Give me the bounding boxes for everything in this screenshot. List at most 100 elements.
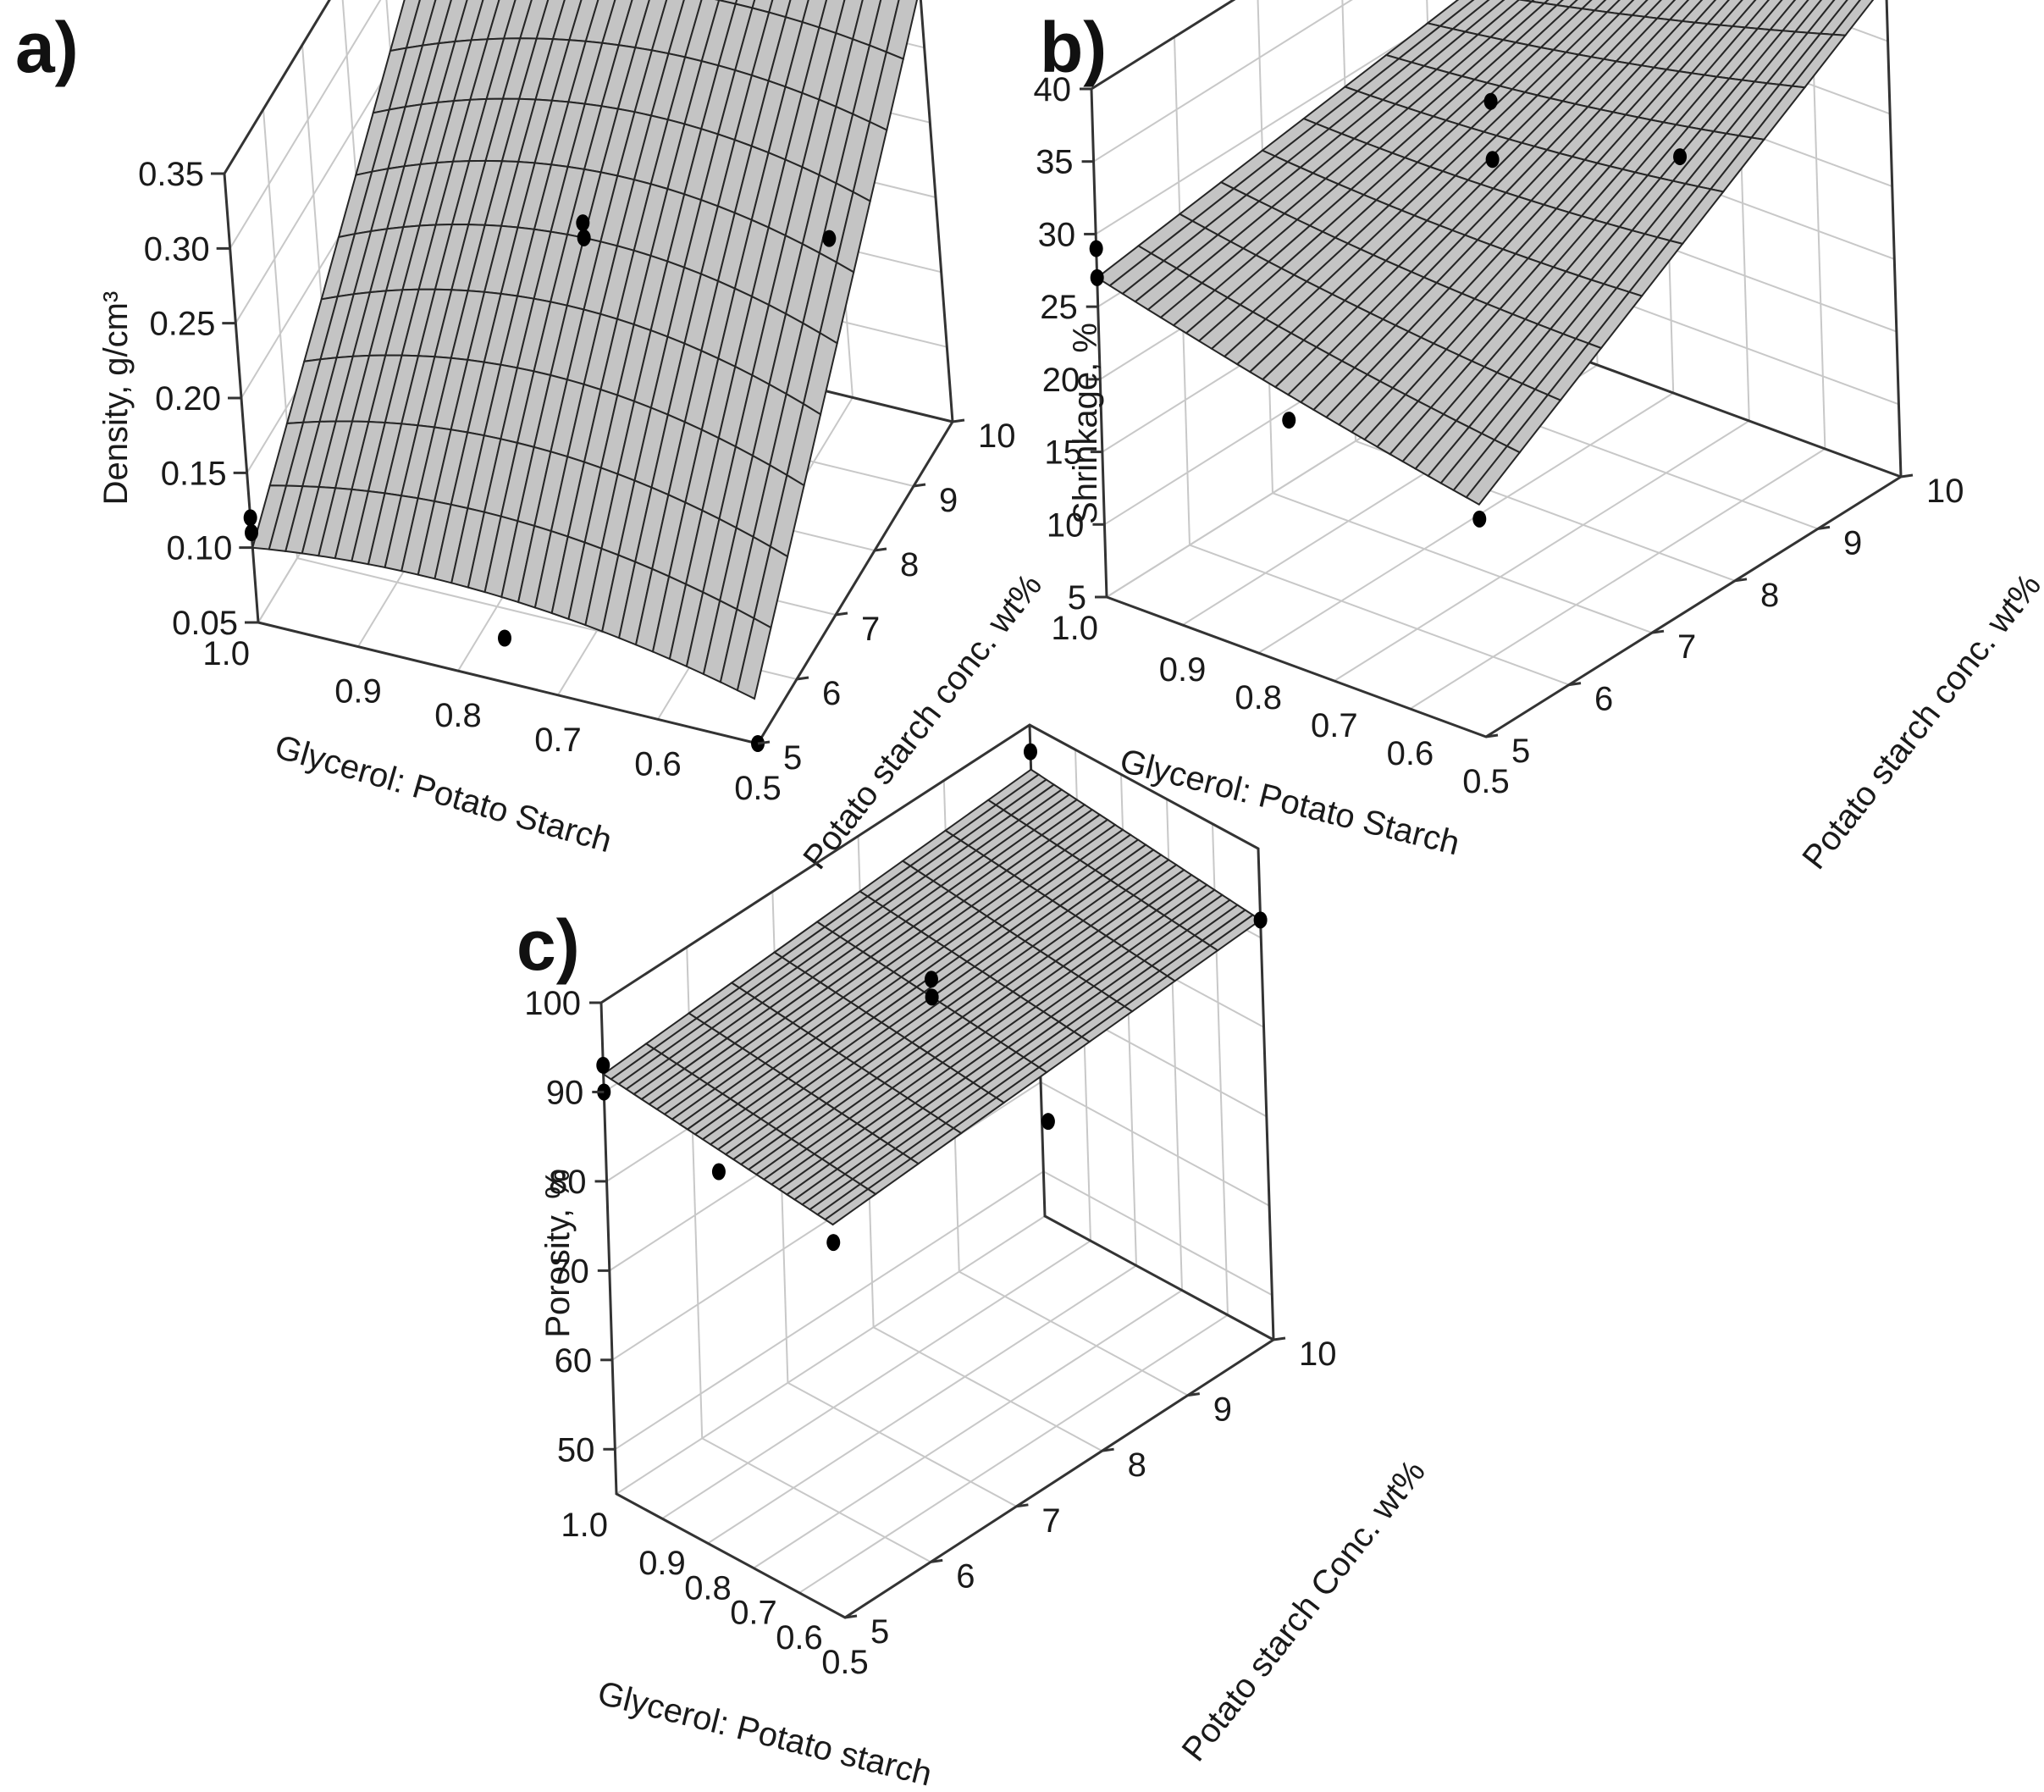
chart-panel-b: b) 5 10 15 20 25 30 35 40 1.0 0.9 0.8 0.7 0.6 0.5 5 6 7 8… bbox=[1016, 0, 2044, 877]
data-point bbox=[1090, 268, 1104, 286]
z-tick-label: 5 bbox=[1068, 579, 1086, 617]
data-point bbox=[1485, 151, 1500, 169]
y-tick-label: 7 bbox=[1041, 1502, 1060, 1540]
z-tick-label: 10 bbox=[1047, 506, 1085, 544]
y-axis-title: Potato starch Conc. wt% bbox=[1175, 1453, 1433, 1768]
data-point bbox=[1041, 1113, 1055, 1131]
x-tick-label: 1.0 bbox=[1051, 610, 1098, 647]
x-tick-label: 0.6 bbox=[1387, 735, 1434, 772]
chart-panel-c: c) 50 60 70 80 90 100 1.0 0.9 0.8 0.7 0.6 0.5 5 6 7 8 9 1… bbox=[508, 723, 1524, 1792]
x-tick-label: 0.8 bbox=[684, 1569, 732, 1607]
x-tick-label: 0.9 bbox=[638, 1545, 686, 1582]
data-point bbox=[925, 988, 939, 1006]
z-tick-label: 35 bbox=[1036, 144, 1074, 181]
y-tick-label: 10 bbox=[978, 418, 1016, 455]
y-tick-label: 9 bbox=[939, 482, 958, 519]
surface-plot-density: 0.05 0.10 0.15 0.20 0.25 0.30 0.35 1.0 0.9 0.8 0.7… bbox=[97, 0, 1049, 877]
z-tick-label: 20 bbox=[1042, 362, 1080, 399]
z-axis-title: Density, g/cm³ bbox=[97, 291, 135, 506]
y-tick-label: 9 bbox=[1213, 1391, 1232, 1429]
z-tick-label: 0.20 bbox=[155, 380, 221, 418]
tick-labels: 0.05 0.10 0.15 0.20 0.25 0.30 0.35 1.0 0.9 0.8 0.7… bbox=[138, 156, 1015, 807]
x-tick-label: 0.8 bbox=[434, 697, 482, 734]
z-tick-label: 100 bbox=[524, 985, 581, 1022]
data-point bbox=[1282, 412, 1296, 429]
z-tick-label: 0.35 bbox=[138, 156, 204, 193]
y-axis-title: Potato starch conc. wt% bbox=[1795, 567, 2044, 876]
x-tick-label: 0.5 bbox=[1462, 763, 1510, 800]
z-tick-label: 0.10 bbox=[166, 530, 232, 567]
z-tick-label: 0.15 bbox=[161, 455, 227, 492]
data-points bbox=[596, 743, 1268, 1252]
y-tick-label: 6 bbox=[822, 675, 841, 712]
y-tick-label: 5 bbox=[783, 739, 802, 777]
z-tick-label: 60 bbox=[555, 1342, 593, 1380]
y-tick-label: 10 bbox=[1299, 1336, 1337, 1373]
panel-label-a: a) bbox=[15, 8, 79, 87]
z-tick-label: 25 bbox=[1040, 289, 1078, 326]
x-tick-label: 0.9 bbox=[1159, 651, 1207, 689]
panel-label-b: b) bbox=[1040, 8, 1108, 87]
z-tick-label: 70 bbox=[551, 1253, 589, 1290]
surface-plot-porosity: 50607080901001.00.90.80.70.60.55678910Po… bbox=[524, 723, 1433, 1792]
x-tick-label: 0.7 bbox=[730, 1595, 777, 1632]
z-axis-title: Porosity, % bbox=[539, 1169, 577, 1337]
data-point bbox=[577, 229, 591, 246]
data-point bbox=[711, 1163, 726, 1181]
data-point bbox=[243, 509, 257, 527]
x-tick-label: 0.7 bbox=[1311, 707, 1358, 744]
data-point bbox=[822, 230, 837, 247]
response-surface bbox=[1095, 0, 1875, 506]
x-tick-label: 0.5 bbox=[821, 1644, 869, 1681]
z-tick-label: 15 bbox=[1044, 434, 1082, 472]
x-tick-label: 1.0 bbox=[202, 635, 250, 672]
z-axis-title: Shrinkage, % bbox=[1067, 323, 1104, 524]
x-axis-title: Glycerol: Potato starch bbox=[594, 1674, 936, 1792]
y-tick-label: 5 bbox=[1511, 733, 1530, 770]
x-tick-label: 1.0 bbox=[561, 1507, 608, 1544]
z-tick-label: 0.05 bbox=[172, 605, 238, 642]
data-point bbox=[1483, 92, 1498, 110]
y-tick-label: 5 bbox=[870, 1613, 889, 1651]
data-point bbox=[826, 1234, 841, 1252]
y-tick-label: 7 bbox=[861, 611, 880, 648]
z-tick-label: 0.30 bbox=[144, 230, 210, 268]
z-tick-label: 90 bbox=[546, 1074, 584, 1111]
data-point bbox=[498, 629, 511, 647]
y-tick-label: 10 bbox=[1926, 473, 1964, 510]
x-tick-label: 0.6 bbox=[634, 745, 682, 783]
data-point bbox=[245, 524, 258, 541]
data-point bbox=[924, 971, 938, 988]
data-points bbox=[1089, 92, 1688, 528]
y-tick-label: 6 bbox=[956, 1557, 975, 1595]
data-point bbox=[1253, 911, 1268, 929]
panel-label-c: c) bbox=[517, 905, 580, 985]
z-tick-label: 0.25 bbox=[149, 306, 215, 343]
z-tick-label: 30 bbox=[1038, 216, 1076, 253]
x-tick-label: 0.9 bbox=[334, 673, 382, 711]
y-tick-label: 7 bbox=[1677, 628, 1696, 666]
data-point bbox=[1673, 148, 1688, 166]
surface-plot-shrinkage: 5101520253035401.00.90.80.70.60.55678910… bbox=[1034, 0, 2044, 877]
x-tick-label: 0.6 bbox=[776, 1619, 823, 1656]
x-tick-label: 0.5 bbox=[734, 770, 782, 807]
data-point bbox=[1472, 510, 1487, 528]
tick-labels: 50 60 70 80 90 100 1.0 0.90.80.70.60.55 6 7 8 9 10 bbox=[524, 985, 1336, 1681]
data-points bbox=[243, 214, 837, 752]
x-tick-label: 0.7 bbox=[534, 722, 582, 759]
data-point bbox=[1089, 240, 1103, 257]
data-point bbox=[596, 1056, 610, 1074]
y-tick-label: 8 bbox=[1760, 577, 1779, 614]
z-tick-label: 40 bbox=[1034, 71, 1072, 108]
chart-panel-a: a) 0.05 0.10 0.15 0.20 0.25 0.30 0.35 1.0 0.9 0.8… bbox=[0, 0, 1067, 877]
y-tick-label: 9 bbox=[1843, 524, 1862, 561]
x-tick-label: 0.8 bbox=[1235, 679, 1282, 716]
y-tick-label: 6 bbox=[1594, 681, 1613, 718]
z-tick-label: 50 bbox=[557, 1431, 595, 1468]
z-tick-label: 80 bbox=[549, 1164, 587, 1201]
data-point bbox=[1023, 743, 1037, 760]
response-surface bbox=[601, 768, 1262, 1226]
y-tick-label: 8 bbox=[900, 546, 919, 584]
data-point bbox=[576, 214, 590, 232]
